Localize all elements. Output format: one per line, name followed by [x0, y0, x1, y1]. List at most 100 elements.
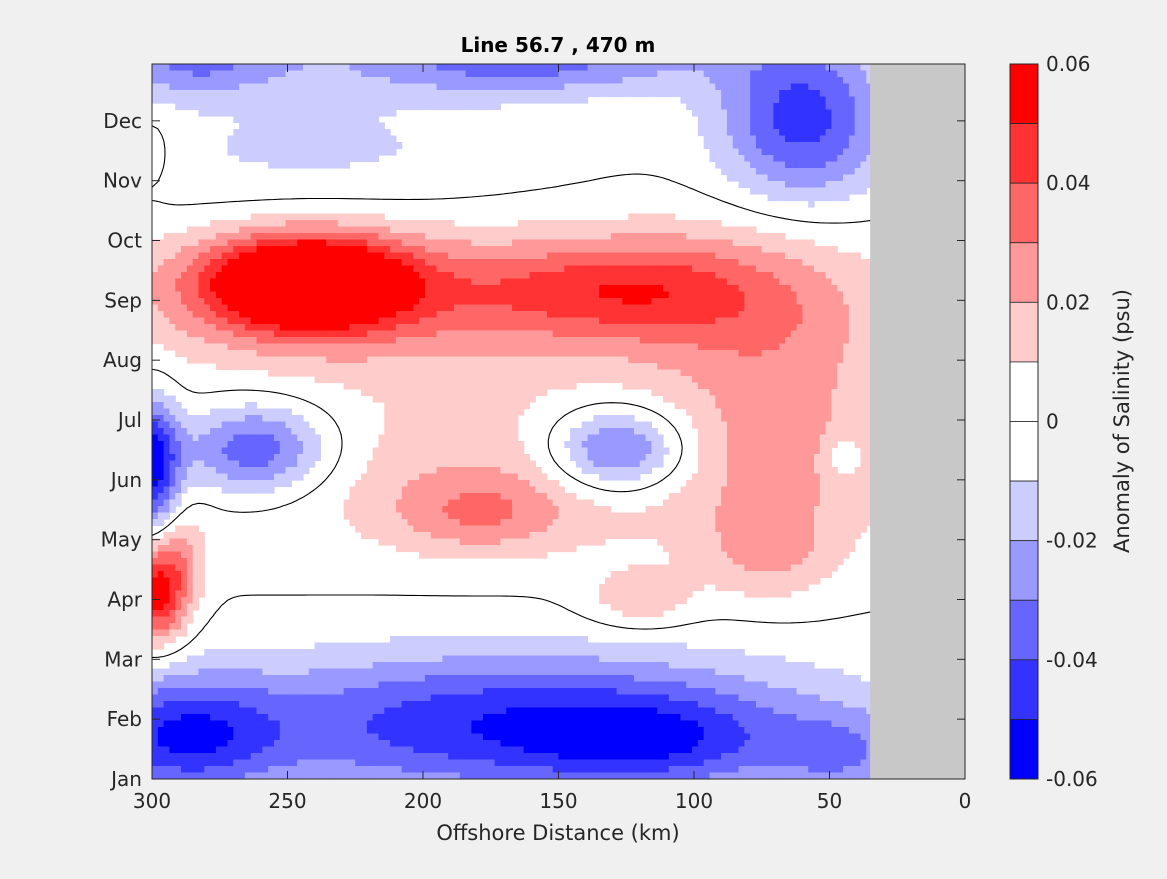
- heatmap-cell: [709, 103, 716, 111]
- heatmap-cell: [744, 324, 751, 332]
- heatmap-cell: [320, 376, 327, 384]
- heatmap-cell: [761, 402, 769, 410]
- heatmap-cell: [773, 233, 780, 241]
- heatmap-cell: [512, 285, 519, 293]
- heatmap-cell: [843, 272, 850, 280]
- heatmap-cell: [721, 317, 728, 325]
- heatmap-cell: [169, 304, 176, 312]
- heatmap-cell: [552, 343, 560, 351]
- heatmap-cell: [715, 259, 722, 267]
- heatmap-cell: [210, 64, 217, 72]
- heatmap-cell: [465, 96, 472, 104]
- heatmap-cell: [413, 265, 420, 273]
- heatmap-cell: [343, 122, 351, 130]
- heatmap-cell: [697, 376, 705, 384]
- heatmap-cell: [198, 226, 205, 234]
- heatmap-cell: [395, 103, 403, 111]
- heatmap-cell: [854, 135, 862, 143]
- heatmap-cell: [866, 161, 873, 169]
- heatmap-cell: [430, 83, 438, 91]
- heatmap-cell: [453, 324, 461, 332]
- heatmap-cell: [663, 64, 670, 72]
- heatmap-cell: [320, 369, 327, 377]
- heatmap-cell: [633, 220, 641, 228]
- heatmap-cell: [378, 64, 385, 72]
- heatmap-cell: [581, 324, 589, 332]
- heatmap-cell: [854, 311, 862, 319]
- heatmap-cell: [721, 103, 728, 111]
- heatmap-cell: [784, 103, 792, 111]
- heatmap-cell: [332, 272, 339, 280]
- heatmap-cell: [308, 213, 316, 221]
- heatmap-cell: [366, 70, 374, 78]
- heatmap-cell: [221, 83, 229, 91]
- heatmap-cell: [750, 337, 757, 345]
- heatmap-cell: [384, 109, 391, 117]
- heatmap-cell: [273, 337, 281, 345]
- heatmap-cell: [668, 363, 676, 371]
- heatmap-cell: [738, 135, 745, 143]
- heatmap-cell: [488, 252, 496, 260]
- heatmap-cell: [721, 330, 728, 338]
- heatmap-cell: [424, 350, 432, 358]
- heatmap-cell: [372, 220, 380, 228]
- heatmap-cell: [413, 220, 420, 228]
- heatmap-cell: [570, 70, 577, 78]
- heatmap-cell: [378, 233, 385, 241]
- heatmap-cell: [448, 246, 455, 254]
- heatmap-cell: [210, 356, 217, 364]
- heatmap-cell: [761, 356, 769, 364]
- heatmap-cell: [570, 304, 577, 312]
- heatmap-cell: [808, 265, 815, 273]
- heatmap-cell: [639, 356, 647, 364]
- heatmap-cell: [268, 369, 275, 377]
- heatmap-cell: [709, 337, 716, 345]
- heatmap-cell: [692, 272, 699, 280]
- heatmap-cell: [831, 148, 838, 156]
- heatmap-cell: [262, 343, 269, 351]
- heatmap-cell: [483, 285, 490, 293]
- heatmap-cell: [831, 194, 838, 202]
- heatmap-cell: [152, 304, 159, 312]
- heatmap-cell: [297, 213, 304, 221]
- heatmap-cell: [273, 135, 281, 143]
- heatmap-cell: [186, 304, 194, 312]
- heatmap-cell: [210, 109, 217, 117]
- heatmap-cell: [221, 337, 229, 345]
- heatmap-cell: [320, 291, 327, 299]
- heatmap-cell: [686, 226, 693, 234]
- heatmap-cell: [529, 356, 536, 364]
- heatmap-cell: [337, 103, 345, 111]
- heatmap-cell: [755, 168, 763, 176]
- heatmap-cell: [430, 252, 438, 260]
- heatmap-cell: [581, 220, 589, 228]
- heatmap-cell: [541, 259, 548, 267]
- heatmap-cell: [726, 103, 734, 111]
- heatmap-cell: [784, 135, 792, 143]
- heatmap-cell: [204, 226, 211, 234]
- heatmap-cell: [697, 350, 705, 358]
- heatmap-cell: [326, 155, 333, 163]
- heatmap-cell: [802, 155, 809, 163]
- heatmap-cell: [726, 96, 734, 104]
- heatmap-cell: [790, 343, 798, 351]
- heatmap-cell: [575, 239, 583, 247]
- heatmap-cell: [558, 343, 565, 351]
- heatmap-cell: [674, 233, 682, 241]
- heatmap-cell: [570, 265, 577, 273]
- heatmap-cell: [860, 135, 867, 143]
- heatmap-cell: [471, 103, 478, 111]
- heatmap-cell: [697, 90, 705, 98]
- heatmap-cell: [308, 324, 316, 332]
- heatmap-cell: [343, 96, 351, 104]
- heatmap-cell: [715, 350, 722, 358]
- heatmap-cell: [192, 77, 200, 85]
- heatmap-cell: [424, 64, 432, 72]
- heatmap-cell: [192, 233, 200, 241]
- heatmap-cell: [401, 70, 409, 78]
- heatmap-cell: [715, 161, 722, 169]
- heatmap-cell: [401, 356, 409, 364]
- heatmap-cell: [761, 311, 769, 319]
- heatmap-cell: [244, 233, 252, 241]
- heatmap-cell: [378, 142, 385, 150]
